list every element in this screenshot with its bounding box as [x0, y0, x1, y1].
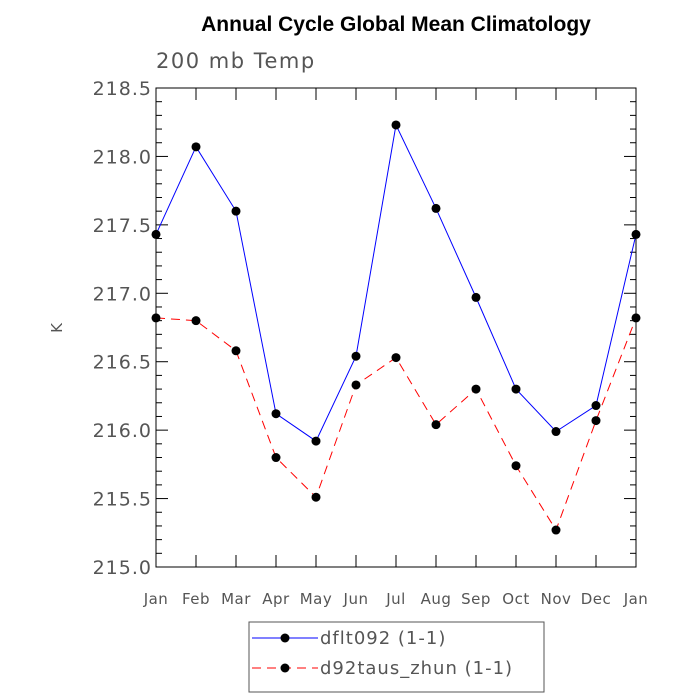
data-point [231, 346, 241, 356]
data-point [271, 453, 281, 463]
x-tick-label: Nov [541, 590, 572, 608]
data-point [471, 292, 481, 302]
data-point [511, 384, 521, 394]
x-tick-label: Jul [385, 590, 406, 608]
data-point [511, 461, 521, 471]
plot-frame [155, 87, 637, 568]
x-tick-label: Mar [221, 590, 251, 608]
y-tick-label: 215.0 [93, 557, 152, 579]
data-point [591, 401, 601, 411]
data-point [551, 427, 561, 437]
x-tick-label: Jun [343, 590, 369, 608]
axis-ticks: 215.0 215.5 216.0 216.5 217.0 217.5 218.0 218.5… [93, 78, 649, 608]
chart-subtitle: 200 mb Temp [156, 49, 316, 73]
data-point [591, 416, 601, 426]
y-tick-label: 216.5 [93, 352, 152, 374]
y-axis-label: K [48, 322, 66, 333]
data-point [231, 206, 241, 216]
x-tick-label: May [300, 590, 333, 608]
data-point [351, 380, 361, 390]
data-point [191, 142, 201, 152]
legend-swatch-marker [280, 663, 290, 673]
chart-title: Annual Cycle Global Mean Climatology [201, 13, 591, 36]
legend-swatch-marker [280, 633, 290, 643]
series-layer [151, 120, 641, 535]
x-tick-label: Oct [502, 590, 529, 608]
y-tick-label: 217.0 [93, 283, 152, 305]
data-point [551, 525, 561, 535]
data-point [311, 436, 321, 446]
data-point [151, 313, 161, 323]
x-tick-label: Sep [461, 590, 491, 608]
x-tick-label: Feb [182, 590, 210, 608]
x-tick-label: Jan [623, 590, 649, 608]
data-point [271, 409, 281, 419]
x-tick-label: Apr [262, 590, 290, 608]
data-point [631, 229, 641, 239]
y-tick-label: 215.5 [93, 489, 152, 511]
data-point [431, 420, 441, 430]
series-line [155, 317, 637, 532]
x-tick-label: Dec [581, 590, 612, 608]
legend-entry-label: d92taus_zhun (1-1) [320, 658, 513, 679]
legend-entry-label: dflt092 (1-1) [320, 628, 446, 649]
data-point [351, 351, 361, 361]
data-point [391, 120, 401, 130]
data-point [391, 353, 401, 363]
x-tick-label: Aug [421, 590, 452, 608]
data-point [311, 492, 321, 502]
x-tick-label: Jan [143, 590, 169, 608]
y-tick-label: 218.0 [93, 146, 152, 168]
data-point [431, 203, 441, 213]
data-point [191, 316, 201, 326]
y-tick-label: 217.5 [93, 215, 152, 237]
series-line [155, 123, 637, 442]
data-point [151, 229, 161, 239]
y-tick-label: 216.0 [93, 420, 152, 442]
data-point [631, 313, 641, 323]
y-tick-label: 218.5 [93, 78, 152, 100]
legend-box [248, 621, 545, 693]
legend: dflt092 (1-1) d92taus_zhun (1-1) [248, 621, 545, 693]
data-point [471, 384, 481, 394]
